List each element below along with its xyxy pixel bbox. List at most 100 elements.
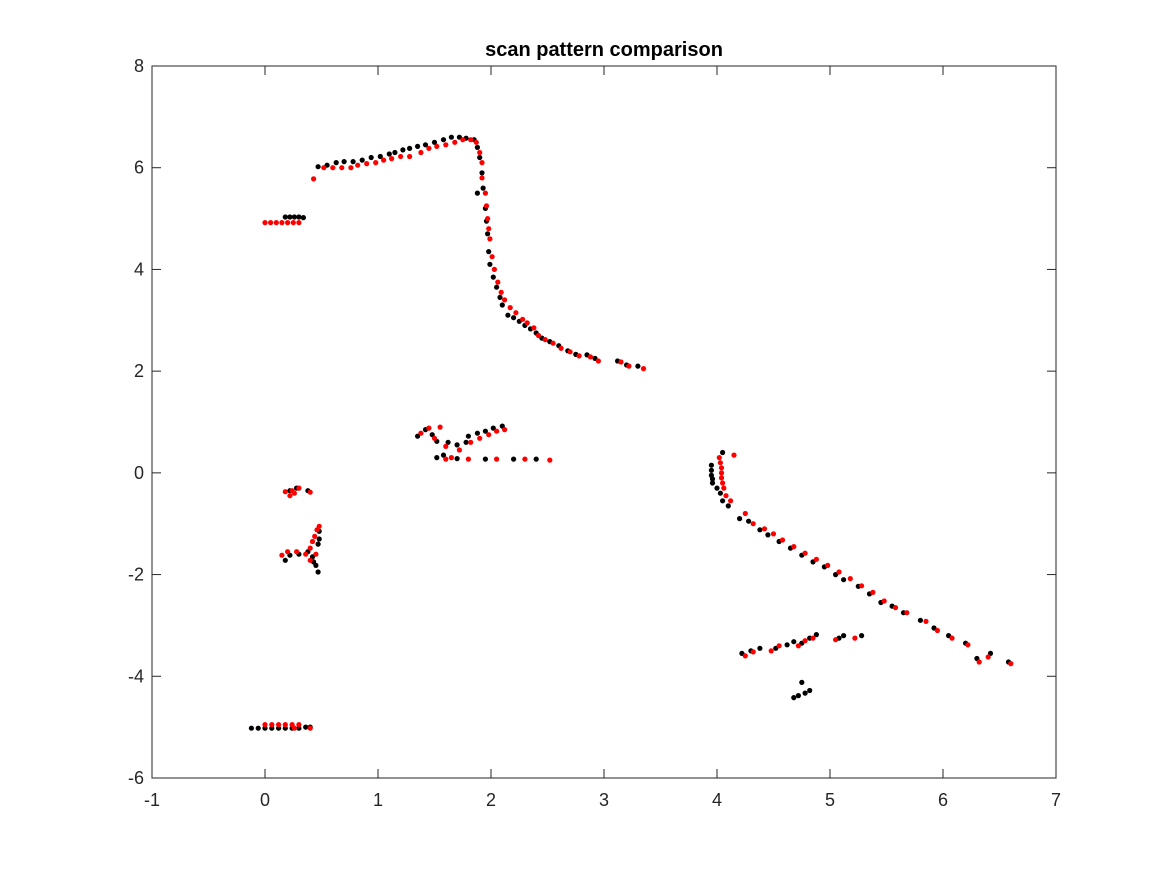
data-point bbox=[718, 465, 725, 471]
data-point bbox=[392, 149, 398, 156]
data-point bbox=[296, 220, 302, 226]
data-point bbox=[825, 562, 831, 569]
data-point bbox=[770, 531, 777, 537]
data-point bbox=[400, 147, 406, 153]
data-point bbox=[807, 687, 813, 694]
data-point bbox=[348, 165, 354, 171]
data-point bbox=[490, 274, 496, 280]
data-point bbox=[976, 659, 982, 665]
data-point bbox=[524, 320, 530, 326]
data-point bbox=[510, 456, 517, 462]
data-point bbox=[870, 589, 876, 596]
data-point bbox=[273, 220, 279, 226]
data-point bbox=[330, 165, 336, 171]
data-point bbox=[434, 143, 440, 149]
data-point bbox=[456, 447, 462, 453]
data-point bbox=[381, 157, 387, 163]
data-point bbox=[757, 645, 763, 651]
data-point bbox=[728, 498, 734, 504]
data-point bbox=[795, 643, 802, 649]
data-point bbox=[468, 137, 474, 143]
x-tick-label: 3 bbox=[599, 790, 609, 810]
data-point bbox=[437, 424, 443, 430]
data-point bbox=[737, 516, 743, 522]
data-point bbox=[316, 523, 322, 529]
data-point bbox=[296, 485, 302, 491]
data-point bbox=[477, 154, 483, 161]
x-tick-label: 0 bbox=[260, 790, 270, 810]
data-point bbox=[742, 653, 748, 659]
data-point bbox=[418, 430, 424, 436]
data-point bbox=[483, 203, 490, 209]
data-point bbox=[799, 679, 805, 686]
data-point bbox=[262, 220, 268, 226]
data-point bbox=[307, 545, 313, 551]
data-point bbox=[407, 153, 413, 160]
data-point bbox=[269, 722, 275, 728]
data-point bbox=[479, 170, 485, 176]
data-point bbox=[784, 642, 790, 648]
data-point bbox=[535, 332, 542, 339]
data-point bbox=[341, 159, 347, 165]
data-point bbox=[513, 310, 519, 316]
data-point bbox=[934, 627, 941, 634]
series-1 bbox=[262, 137, 1014, 731]
data-point bbox=[440, 137, 447, 143]
data-point bbox=[718, 475, 725, 481]
data-point bbox=[465, 456, 471, 462]
data-point bbox=[321, 165, 327, 171]
data-point bbox=[494, 284, 500, 290]
data-point bbox=[309, 538, 316, 545]
data-point bbox=[731, 452, 737, 458]
data-point bbox=[626, 363, 632, 369]
data-point bbox=[791, 544, 797, 550]
data-point bbox=[498, 289, 504, 295]
data-point bbox=[477, 149, 483, 156]
plot-background bbox=[152, 66, 1056, 778]
data-point bbox=[282, 725, 288, 731]
data-point bbox=[720, 449, 726, 456]
data-point bbox=[407, 145, 413, 151]
data-point bbox=[640, 366, 647, 372]
data-point bbox=[448, 134, 454, 140]
data-point bbox=[485, 216, 491, 222]
data-point bbox=[813, 556, 820, 562]
data-point bbox=[522, 456, 528, 462]
data-point bbox=[287, 493, 293, 499]
data-point bbox=[482, 428, 488, 434]
data-point bbox=[708, 462, 715, 468]
data-point bbox=[303, 724, 309, 730]
data-point bbox=[291, 725, 297, 731]
data-point bbox=[717, 490, 724, 496]
data-point bbox=[426, 145, 432, 151]
data-point bbox=[757, 527, 763, 533]
data-point bbox=[364, 161, 370, 167]
data-point bbox=[465, 433, 471, 439]
y-tick-label: -6 bbox=[128, 768, 144, 788]
y-tick-label: 0 bbox=[134, 463, 144, 483]
data-point bbox=[486, 432, 492, 438]
data-point bbox=[315, 569, 321, 575]
data-point bbox=[841, 633, 847, 639]
data-point bbox=[558, 345, 564, 351]
data-point bbox=[294, 549, 300, 555]
data-point bbox=[296, 214, 302, 220]
data-point bbox=[291, 490, 297, 496]
data-point bbox=[285, 549, 291, 555]
data-point bbox=[485, 231, 491, 237]
data-point bbox=[291, 214, 297, 220]
data-point bbox=[859, 583, 865, 589]
data-point bbox=[833, 637, 839, 643]
data-point bbox=[587, 354, 594, 360]
data-point bbox=[474, 190, 480, 196]
data-point bbox=[339, 165, 345, 171]
data-point bbox=[479, 160, 485, 166]
data-point bbox=[290, 220, 296, 226]
data-point bbox=[723, 493, 729, 499]
data-point bbox=[452, 139, 458, 145]
x-tick-label: 4 bbox=[712, 790, 722, 810]
data-point bbox=[486, 226, 492, 232]
data-point bbox=[495, 279, 501, 285]
data-point bbox=[802, 550, 808, 556]
data-point bbox=[505, 312, 511, 318]
